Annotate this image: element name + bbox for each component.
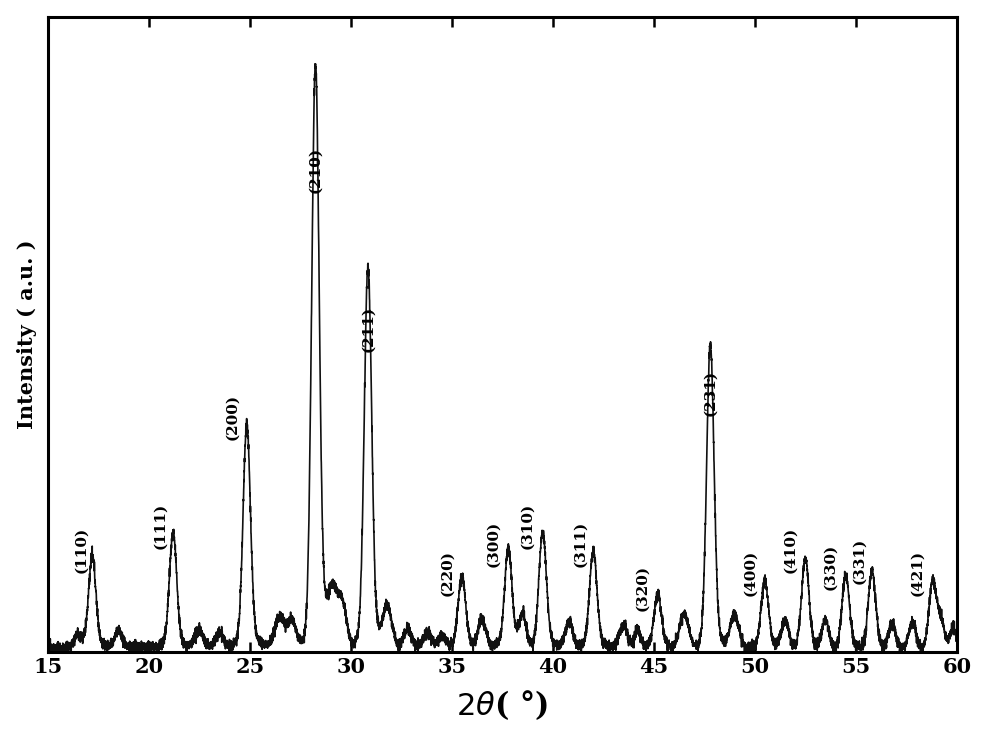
Text: (200): (200) [225,394,240,440]
Text: (320): (320) [635,565,650,610]
Text: (111): (111) [153,503,167,549]
Text: (211): (211) [361,306,375,352]
Y-axis label: Intensity ( a.u. ): Intensity ( a.u. ) [17,239,37,429]
Text: (400): (400) [743,550,757,596]
Text: (311): (311) [573,520,587,567]
Text: (410): (410) [783,526,797,573]
Text: (300): (300) [486,520,500,567]
X-axis label: $2\theta$( °): $2\theta$( °) [456,689,548,722]
Text: (421): (421) [911,550,925,596]
Text: (220): (220) [440,550,453,596]
Text: (330): (330) [824,544,838,590]
Text: (231): (231) [703,370,717,417]
Text: (331): (331) [852,538,865,585]
Text: (310): (310) [521,503,535,549]
Text: (110): (110) [74,526,88,573]
Text: (210): (210) [308,146,322,193]
